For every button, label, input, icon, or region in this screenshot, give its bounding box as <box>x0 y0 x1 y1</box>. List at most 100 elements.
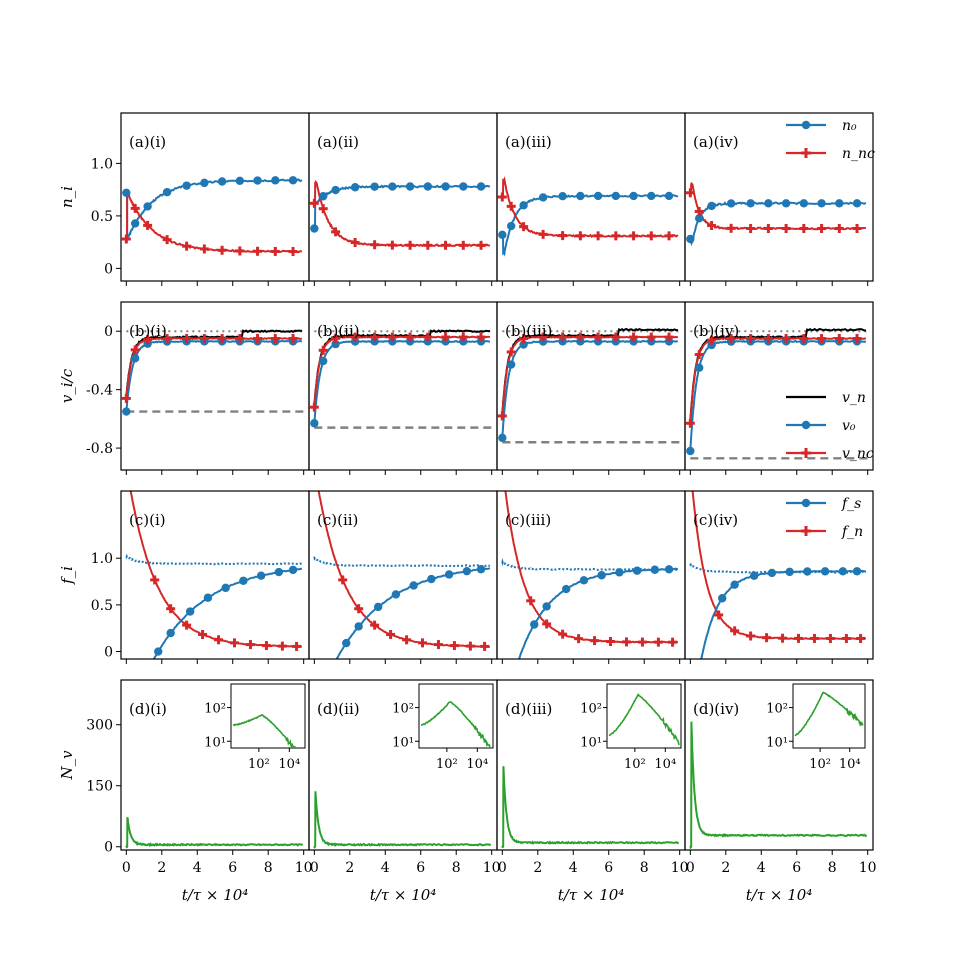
panel-label: (c)(ii) <box>317 511 358 529</box>
inset-xtick-label: 10⁴ <box>654 757 676 772</box>
series-vnc-line <box>689 336 867 424</box>
vnc-marker <box>746 334 756 344</box>
n0-marker <box>593 191 603 201</box>
inset-frame <box>418 683 494 749</box>
series-fn-line <box>129 491 302 648</box>
fs-marker <box>409 581 418 590</box>
n0-marker <box>253 176 262 185</box>
nnc-marker <box>130 203 140 213</box>
series-nv-line <box>501 766 680 848</box>
n0-marker <box>122 188 131 197</box>
panel-d-iii: 10² 10⁴ 10¹ 10² (d)(iii) <box>496 679 686 855</box>
fs-marker <box>852 567 862 576</box>
ytick-label: -0.4 <box>86 383 113 399</box>
series-vnc-line <box>125 337 303 399</box>
series-vnc-line <box>501 335 679 416</box>
nnc-marker <box>685 188 695 198</box>
panel-label: (b)(i) <box>129 322 167 340</box>
n0-marker <box>694 214 704 223</box>
fn-marker <box>150 575 160 585</box>
nnc-marker <box>476 240 486 250</box>
vnc-marker <box>538 332 548 342</box>
panel-frame <box>684 112 874 282</box>
ytick-label: 0 <box>104 261 113 277</box>
series-nv-line <box>689 721 868 850</box>
inset-xtick-label: 10² <box>809 757 831 772</box>
xtick-label: 4 <box>569 860 578 876</box>
n0-marker <box>271 176 280 185</box>
vnc-marker <box>405 332 415 342</box>
fn-marker <box>386 629 396 639</box>
panel-label: (b)(iv) <box>693 322 739 340</box>
xtick-label: 8 <box>828 860 837 876</box>
legend-c: f_s f_n <box>786 496 863 540</box>
xtick-label: 0 <box>122 860 131 876</box>
n0-marker <box>519 201 528 210</box>
inset-ytick-label: 10² <box>766 702 788 717</box>
legend-entry: v₀ <box>786 418 856 434</box>
fs-marker <box>444 570 454 579</box>
n0-marker <box>726 199 736 208</box>
vnc-marker <box>817 334 827 344</box>
fn-marker <box>465 641 475 651</box>
inset-ytick-label: 10¹ <box>580 735 602 750</box>
inset-xtick-label: 10² <box>248 757 270 772</box>
fs-marker <box>579 576 589 585</box>
fn-marker <box>526 596 536 606</box>
v0-marker <box>707 340 716 350</box>
row-c: f_i 0 0.5 1.0 (c)(i) (c)(ii) (c)(iii) (c)(iv) f_… <box>58 490 874 664</box>
inset-iii: 10² 10⁴ 10¹ 10² <box>580 683 682 772</box>
fn-marker <box>558 629 568 639</box>
v0-marker <box>519 340 528 349</box>
inset-xtick-label: 10⁴ <box>466 757 488 772</box>
fn-marker <box>449 641 459 651</box>
inset-ytick-label: 10² <box>580 702 602 717</box>
n0-marker <box>781 199 791 208</box>
fn-marker <box>418 638 428 648</box>
vnc-marker <box>270 334 280 344</box>
fn-marker <box>762 633 772 643</box>
nnc-marker <box>143 220 153 230</box>
ytick-label: 1.0 <box>91 551 113 567</box>
inset-nv-line <box>608 693 680 746</box>
nnc-marker <box>852 224 862 233</box>
legend-entry: n_nc <box>786 146 875 162</box>
fs-marker <box>288 565 298 575</box>
inset-ytick-label: 10² <box>204 702 226 717</box>
n0-marker <box>405 182 415 191</box>
fn-marker <box>856 633 866 643</box>
n0-marker <box>576 191 585 201</box>
n0-marker <box>182 181 191 190</box>
inset-ytick-label: 10¹ <box>766 735 788 750</box>
xtick-label: 8 <box>452 860 461 876</box>
fs-marker <box>785 567 794 577</box>
fn-marker <box>590 636 600 646</box>
ytick-label: 1.0 <box>91 156 113 172</box>
n0-marker <box>647 191 656 201</box>
vnc-marker <box>121 393 131 403</box>
legend-label: v₀ <box>842 418 856 434</box>
panel-d-ii: 10² 10⁴ 10¹ 10² (d)(ii) <box>308 679 498 855</box>
nnc-marker <box>799 224 809 233</box>
n0-marker <box>162 187 172 197</box>
inset-ytick-label: 10² <box>392 702 414 717</box>
fn-marker <box>166 604 176 614</box>
xtick-label: 4 <box>757 860 766 876</box>
series-fs-line <box>700 569 867 659</box>
legend-label: f_s <box>841 496 861 512</box>
vnc-marker <box>506 347 516 357</box>
series-fs-line <box>137 567 303 659</box>
row-b: v_i/c 0 -0.4 -0.8 (b)(i) (b)(ii) (b)(iii) (b)(i… <box>58 301 874 475</box>
fs-marker <box>632 566 642 575</box>
panel-frame <box>684 301 874 471</box>
fn-marker <box>621 637 631 647</box>
xtick-label: 8 <box>640 860 649 876</box>
xtick-label: 2 <box>345 860 354 876</box>
fs-marker <box>274 567 284 577</box>
vnc-marker <box>458 332 468 342</box>
legend-entry: v_n <box>786 390 866 406</box>
n0-marker <box>441 182 450 191</box>
row-d-ylabel: N_v <box>58 750 76 781</box>
nnc-marker <box>423 240 433 250</box>
